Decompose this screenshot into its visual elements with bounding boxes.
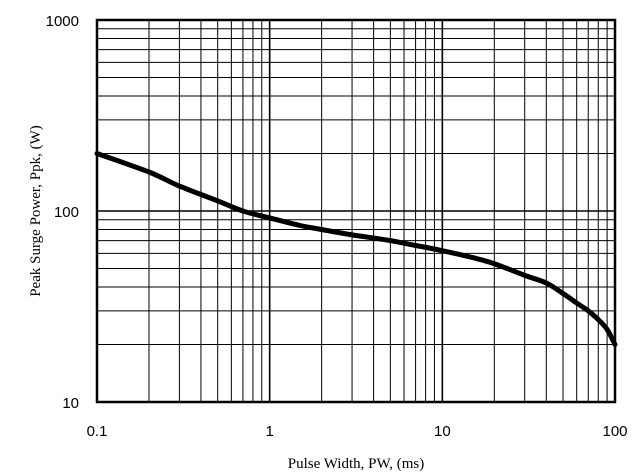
x-tick-label: 10 bbox=[434, 423, 451, 440]
series-line bbox=[94, 151, 618, 347]
x-tick-labels: 0.1 1 10 100 bbox=[87, 423, 628, 440]
curve-layer bbox=[94, 151, 618, 347]
plot-frame bbox=[95, 18, 617, 404]
x-tick-label: 0.1 bbox=[87, 423, 108, 440]
x-tick-label: 1 bbox=[265, 423, 273, 440]
y-axis-title: Peak Surge Power, Ppk, (W) bbox=[28, 125, 44, 297]
grid-lines bbox=[96, 20, 615, 403]
x-axis-title: Pulse Width, PW, (ms) bbox=[288, 456, 425, 472]
y-tick-label: 100 bbox=[54, 204, 79, 221]
y-tick-labels: 10 100 1000 bbox=[46, 13, 79, 412]
x-tick-label: 100 bbox=[602, 423, 627, 440]
y-tick-label: 10 bbox=[62, 395, 79, 412]
y-tick-label: 1000 bbox=[46, 13, 79, 30]
